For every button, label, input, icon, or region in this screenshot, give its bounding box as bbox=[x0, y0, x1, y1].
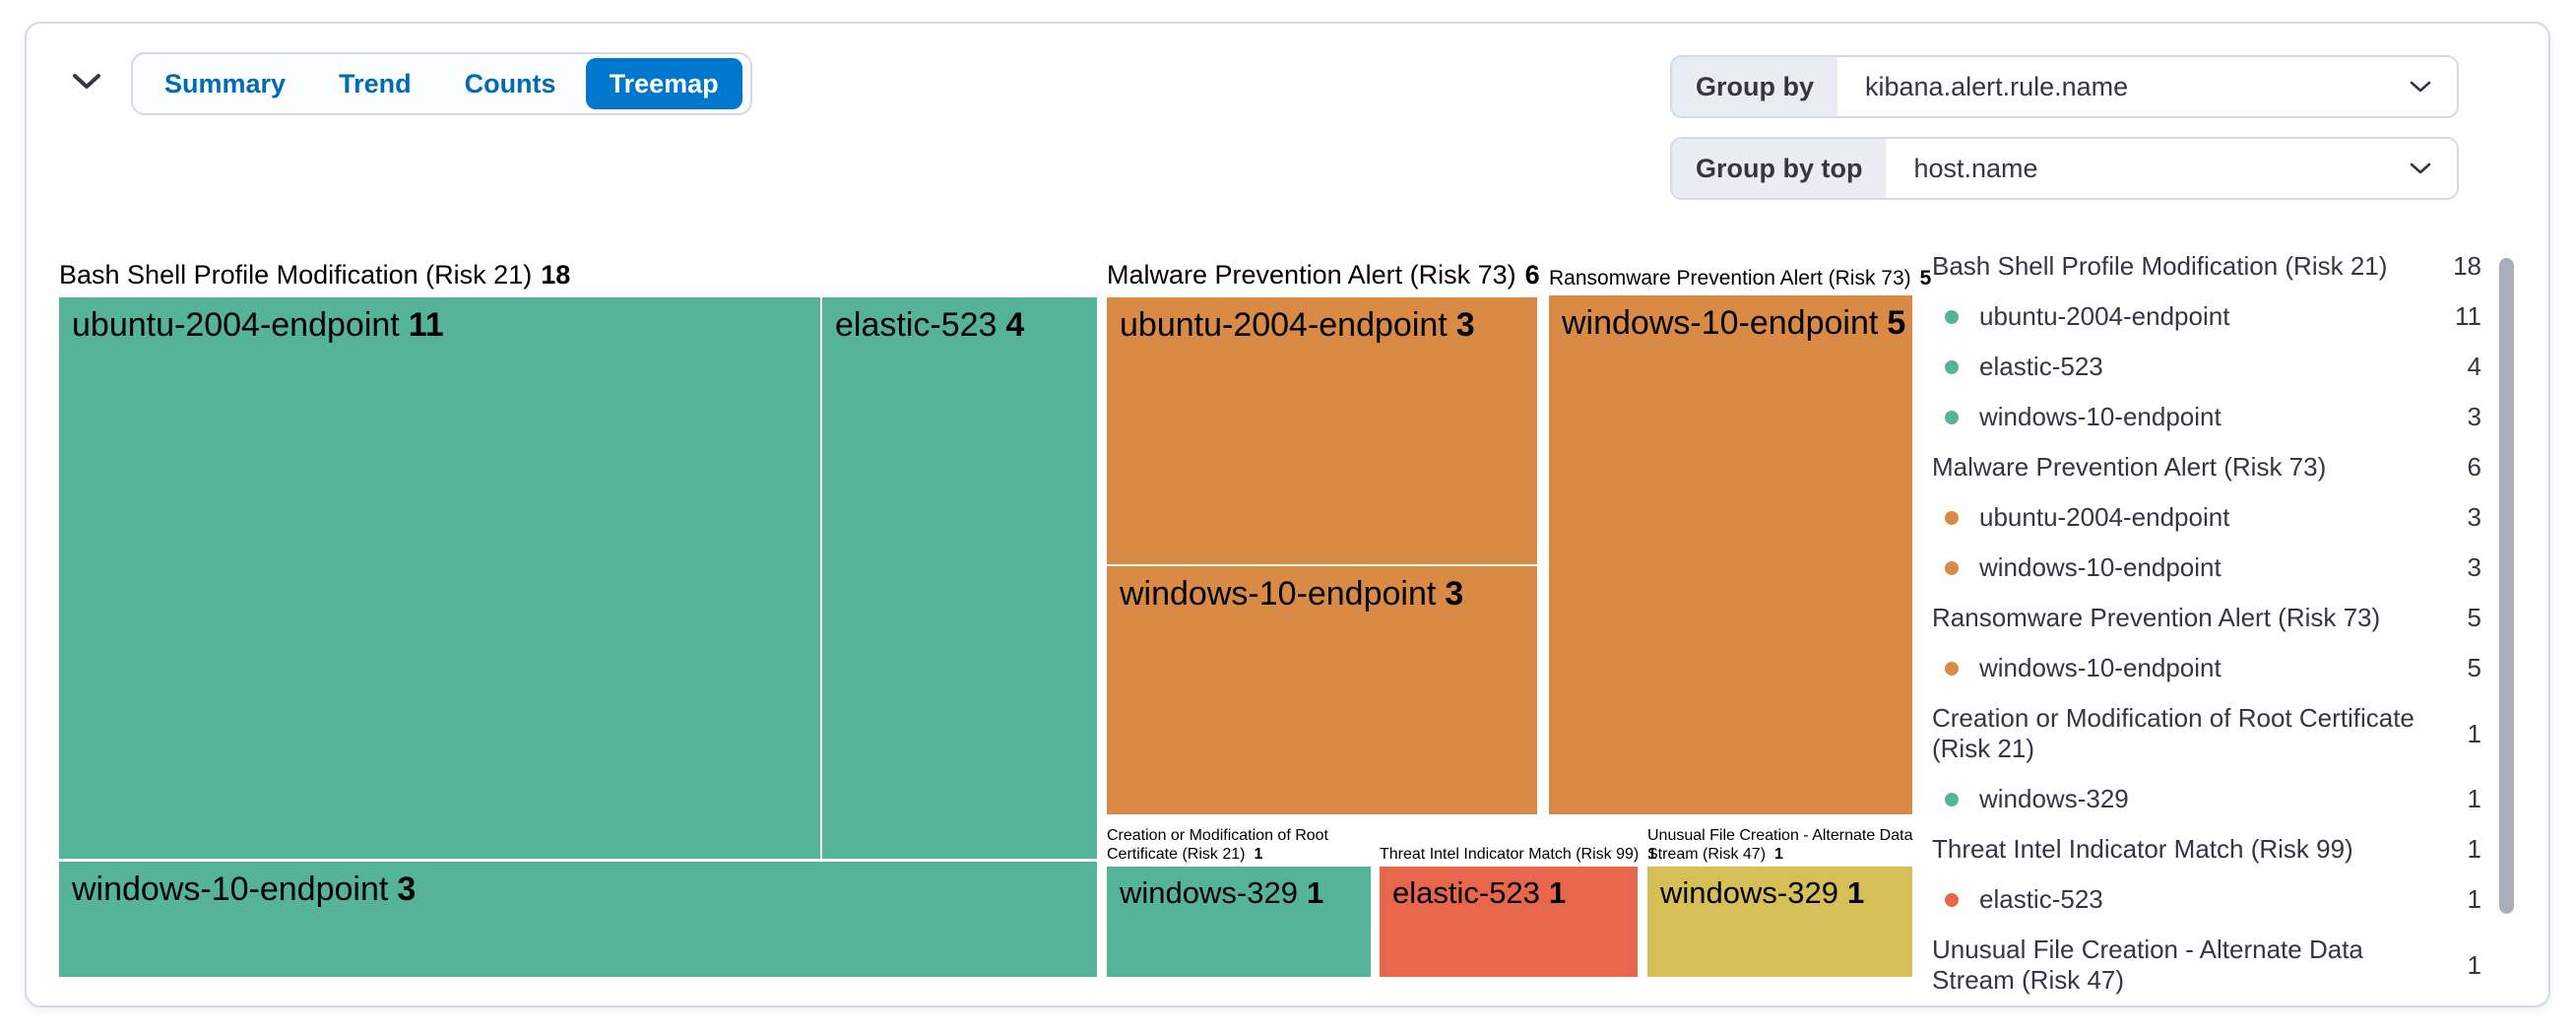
legend-scrollbar-thumb[interactable] bbox=[2499, 258, 2514, 914]
legend-row: elastic-523 1 bbox=[1932, 884, 2481, 915]
tab-summary[interactable]: Summary bbox=[141, 58, 309, 109]
legend-row: ubuntu-2004-endpoint 11 bbox=[1932, 301, 2481, 332]
group-by-top-value: host.name bbox=[1913, 153, 2038, 183]
legend-row: ubuntu-2004-endpoint 3 bbox=[1932, 502, 2481, 533]
treemap-cell-bash-elastic[interactable]: elastic-523 4 bbox=[822, 297, 1097, 859]
legend-row: windows-10-endpoint 3 bbox=[1932, 402, 2481, 432]
legend-dot bbox=[1945, 661, 1959, 676]
legend-dot bbox=[1945, 560, 1959, 575]
chevron-down-icon bbox=[71, 72, 102, 94]
group-by-label: Group by bbox=[1672, 57, 1837, 116]
treemap-cell-bash-windows10[interactable]: windows-10-endpoint 3 bbox=[59, 862, 1097, 977]
tab-trend[interactable]: Trend bbox=[315, 58, 435, 109]
view-selector-tabs: Summary Trend Counts Treemap bbox=[131, 52, 752, 115]
treemap-cell-malware-ubuntu[interactable]: ubuntu-2004-endpoint 3 bbox=[1107, 297, 1537, 564]
treemap-legend: Bash Shell Profile Modification (Risk 21… bbox=[1932, 251, 2481, 1015]
legend-row: windows-329 1 bbox=[1932, 784, 2481, 814]
tab-treemap[interactable]: Treemap bbox=[585, 58, 742, 109]
tab-counts[interactable]: Counts bbox=[441, 58, 580, 109]
treemap-group-title-ransomware: Ransomware Prevention Alert (Risk 73) 5 bbox=[1549, 267, 1932, 290]
legend-row: elastic-523 4 bbox=[1932, 352, 2481, 382]
legend-dot bbox=[1945, 359, 1959, 374]
legend-row: Bash Shell Profile Modification (Risk 21… bbox=[1932, 251, 2481, 281]
treemap-group-title-unusual-file: Unusual File Creation - Alternate Data S… bbox=[1647, 827, 1913, 863]
treemap-cell-bash-ubuntu[interactable]: ubuntu-2004-endpoint 11 bbox=[59, 297, 820, 859]
legend-dot bbox=[1945, 410, 1959, 424]
treemap-group-title-root-certificate: Creation or Modification of Root Certifi… bbox=[1107, 827, 1328, 863]
legend-dot bbox=[1945, 892, 1959, 907]
treemap-group-title-threat-intel: Threat Intel Indicator Match (Risk 99) 1 bbox=[1380, 846, 1657, 863]
group-by-value: kibana.alert.rule.name bbox=[1865, 71, 2129, 101]
legend-row: windows-10-endpoint 5 bbox=[1932, 653, 2481, 683]
chevron-down-icon bbox=[2408, 139, 2457, 198]
treemap-cell-rootcert-windows329[interactable]: windows-329 1 bbox=[1107, 867, 1371, 977]
legend-row: Creation or Modification of Root Certifi… bbox=[1932, 703, 2481, 763]
treemap-cell-unusual-windows329[interactable]: windows-329 1 bbox=[1647, 867, 1912, 977]
treemap-group-title-malware: Malware Prevention Alert (Risk 73) 6 bbox=[1107, 260, 1540, 290]
legend-dot bbox=[1945, 510, 1959, 525]
group-by-select[interactable]: Group by kibana.alert.rule.name bbox=[1670, 55, 2459, 118]
legend-row: Ransomware Prevention Alert (Risk 73) 5 bbox=[1932, 603, 2481, 632]
legend-dot bbox=[1945, 792, 1959, 806]
treemap-cell-ransomware-windows10[interactable]: windows-10-endpoint 5 bbox=[1549, 295, 1912, 814]
group-by-top-select[interactable]: Group by top host.name bbox=[1670, 137, 2459, 200]
treemap-group-title-bash: Bash Shell Profile Modification (Risk 21… bbox=[59, 260, 571, 290]
legend-row: Malware Prevention Alert (Risk 73) 6 bbox=[1932, 452, 2481, 482]
legend-dot bbox=[1945, 309, 1959, 324]
treemap-cell-threatintel-elastic[interactable]: elastic-523 1 bbox=[1380, 867, 1638, 977]
collapse-button[interactable] bbox=[61, 57, 112, 108]
legend-row: windows-10-endpoint 3 bbox=[1932, 552, 2481, 583]
legend-row: Threat Intel Indicator Match (Risk 99) 1 bbox=[1932, 834, 2481, 864]
treemap-cell-malware-windows10[interactable]: windows-10-endpoint 3 bbox=[1107, 566, 1537, 814]
group-by-top-label: Group by top bbox=[1672, 139, 1887, 198]
legend-row: Unusual File Creation - Alternate Data S… bbox=[1932, 935, 2481, 995]
chevron-down-icon bbox=[2408, 57, 2457, 116]
